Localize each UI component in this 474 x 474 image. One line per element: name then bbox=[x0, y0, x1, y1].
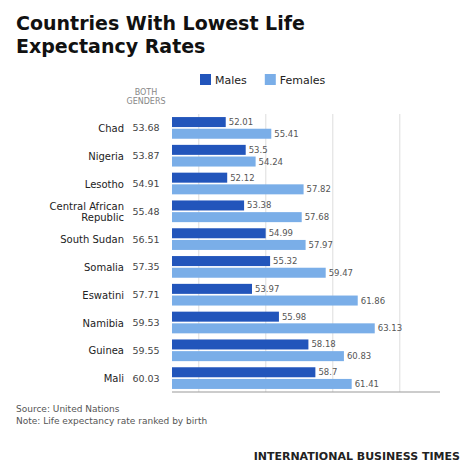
both-genders-value: 57.71 bbox=[132, 289, 159, 300]
source-note: Source: United NationsNote: Life expecta… bbox=[16, 404, 207, 426]
grid bbox=[199, 114, 400, 392]
bar bbox=[172, 296, 358, 306]
legend-label: Males bbox=[215, 74, 247, 87]
both-genders-value: 56.51 bbox=[132, 234, 159, 245]
bar bbox=[172, 184, 304, 194]
category-label: Somalia bbox=[84, 262, 124, 273]
title: Countries With Lowest LifeExpectancy Rat… bbox=[16, 12, 305, 57]
data-label: 61.86 bbox=[361, 296, 385, 306]
data-label: 55.32 bbox=[273, 256, 297, 266]
bar bbox=[172, 228, 266, 238]
bar bbox=[172, 367, 315, 377]
bar bbox=[172, 379, 352, 389]
chart: Countries With Lowest LifeExpectancy Rat… bbox=[0, 0, 474, 474]
data-label: 55.98 bbox=[282, 312, 306, 322]
data-label: 63.13 bbox=[378, 323, 402, 333]
both-genders-value: 59.55 bbox=[132, 345, 159, 356]
bar bbox=[172, 268, 326, 278]
category-label: Eswatini bbox=[82, 290, 124, 301]
legend-label: Females bbox=[280, 74, 326, 87]
legend-swatch bbox=[200, 74, 211, 85]
data-label: 52.12 bbox=[230, 173, 254, 183]
bar bbox=[172, 323, 375, 333]
both-genders-value: 57.35 bbox=[132, 261, 159, 272]
bar bbox=[172, 117, 226, 127]
axis-line bbox=[172, 392, 440, 393]
data-label: 53.97 bbox=[255, 284, 279, 294]
category-label: Guinea bbox=[89, 345, 124, 356]
data-label: 57.68 bbox=[305, 212, 329, 222]
data-label: 53.38 bbox=[247, 200, 271, 210]
data-label: 59.47 bbox=[329, 268, 353, 278]
both-genders-value: 60.03 bbox=[132, 373, 159, 384]
bar bbox=[172, 339, 308, 349]
data-label: 61.41 bbox=[355, 379, 379, 389]
legend-swatch bbox=[265, 74, 276, 85]
data-label: 57.97 bbox=[309, 240, 333, 250]
data-label: 52.01 bbox=[229, 117, 253, 127]
category-label: Chad bbox=[98, 123, 124, 134]
bar bbox=[172, 157, 256, 167]
data-label: 53.5 bbox=[249, 145, 268, 155]
bar bbox=[172, 173, 227, 183]
bar bbox=[172, 212, 302, 222]
both-genders-value: 53.68 bbox=[132, 122, 159, 133]
labels: Chad 53.68 52.01 55.41 Nigeria 53.87 53.5 54.24… bbox=[50, 117, 403, 389]
bars bbox=[172, 117, 375, 389]
bar bbox=[172, 145, 246, 155]
category-label: Namibia bbox=[83, 318, 124, 329]
bar bbox=[172, 200, 244, 210]
data-label: 55.41 bbox=[274, 129, 298, 139]
bar bbox=[172, 351, 344, 361]
bar bbox=[172, 129, 271, 139]
category-label: South Sudan bbox=[60, 234, 124, 245]
category-label: Nigeria bbox=[88, 151, 124, 162]
category-label: Mali bbox=[104, 373, 124, 384]
bar bbox=[172, 312, 279, 322]
data-label: 58.7 bbox=[318, 367, 337, 377]
legend: Males Females bbox=[200, 74, 326, 87]
category-label: Lesotho bbox=[85, 179, 124, 190]
both-genders-value: 55.48 bbox=[132, 206, 159, 217]
bar bbox=[172, 240, 306, 250]
grid-line bbox=[332, 114, 333, 392]
data-label: 54.24 bbox=[259, 157, 283, 167]
both-genders-value: 54.91 bbox=[132, 178, 159, 189]
data-label: 58.18 bbox=[311, 339, 335, 349]
grid-line bbox=[198, 114, 199, 392]
both-genders-value: 53.87 bbox=[132, 150, 159, 161]
category-label: Central AfricanRepublic bbox=[50, 201, 124, 223]
bar bbox=[172, 256, 270, 266]
bar bbox=[172, 284, 252, 294]
data-label: 60.83 bbox=[347, 351, 371, 361]
column-header: BOTHGENDERS bbox=[126, 88, 165, 106]
both-genders-value: 59.53 bbox=[132, 317, 159, 328]
grid-line bbox=[399, 114, 400, 392]
data-label: 54.99 bbox=[269, 228, 293, 238]
footer: INTERNATIONAL BUSINESS TIMES bbox=[254, 450, 460, 463]
data-label: 57.82 bbox=[307, 184, 331, 194]
